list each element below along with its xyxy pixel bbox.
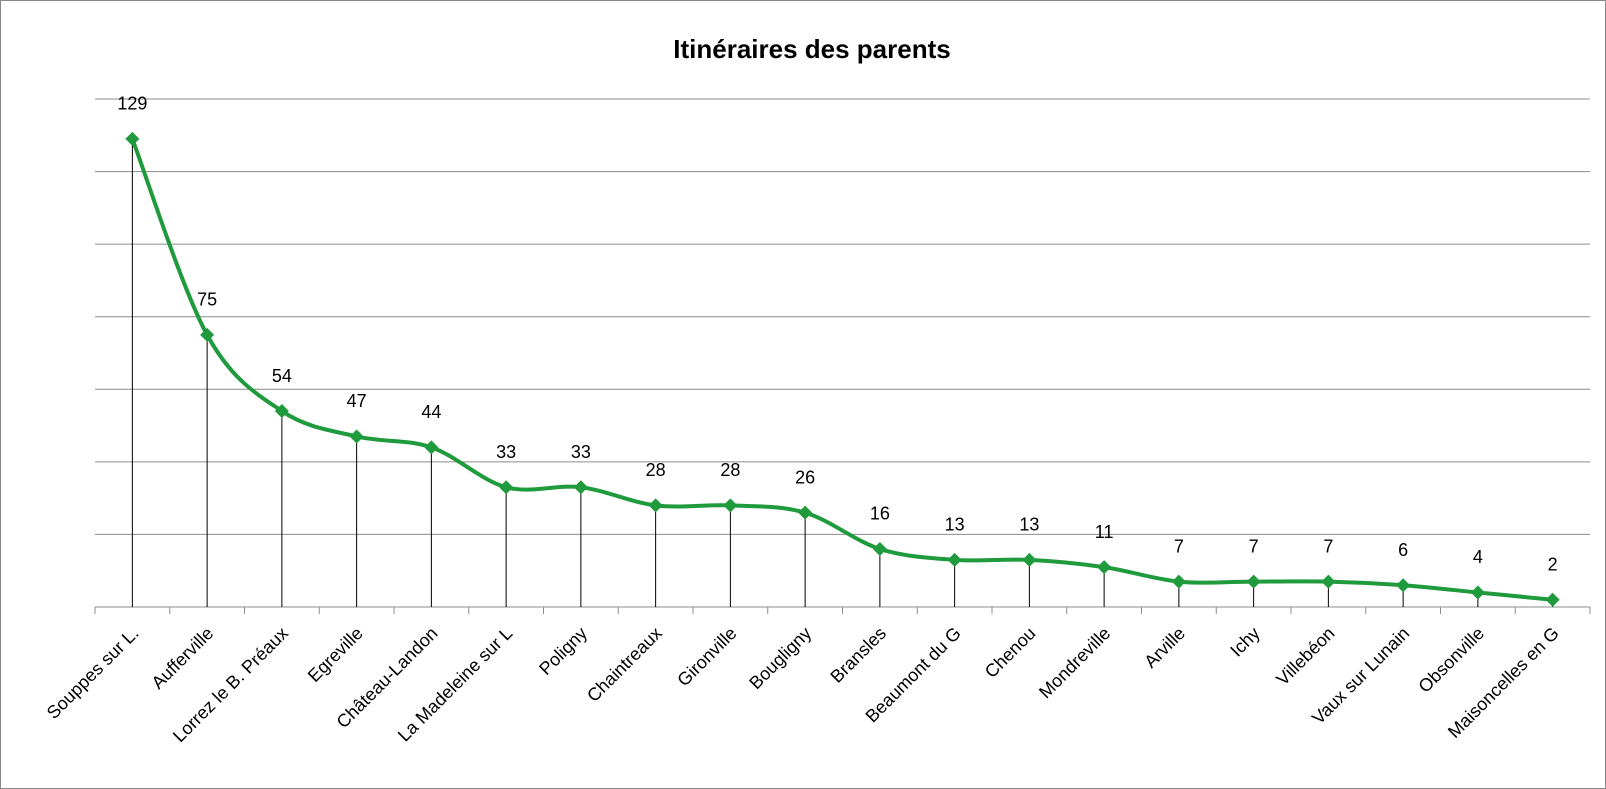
data-label: 28 <box>720 460 740 480</box>
data-label: 16 <box>870 504 890 524</box>
marker <box>798 505 813 520</box>
chart-title: Itinéraires des parents <box>673 34 950 64</box>
data-label: 26 <box>795 467 815 487</box>
marker <box>1097 560 1112 575</box>
marker <box>723 498 738 513</box>
data-label: 44 <box>421 402 441 422</box>
marker <box>274 404 289 419</box>
marker <box>1545 592 1560 607</box>
marker <box>200 327 215 342</box>
marker <box>1171 574 1186 589</box>
data-label: 28 <box>646 460 666 480</box>
marker <box>573 480 588 495</box>
data-label: 7 <box>1323 536 1333 556</box>
marker <box>648 498 663 513</box>
marker <box>125 131 140 146</box>
marker <box>872 541 887 556</box>
marker <box>349 429 364 444</box>
data-label: 6 <box>1398 540 1408 560</box>
data-label: 7 <box>1174 536 1184 556</box>
data-label: 75 <box>197 290 217 310</box>
data-label: 13 <box>945 515 965 535</box>
marker <box>1321 574 1336 589</box>
marker <box>1246 574 1261 589</box>
data-label: 7 <box>1249 536 1259 556</box>
marker <box>424 440 439 455</box>
marker <box>1022 552 1037 567</box>
data-label: 33 <box>496 442 516 462</box>
data-label: 13 <box>1019 515 1039 535</box>
data-label: 33 <box>571 442 591 462</box>
marker <box>1470 585 1485 600</box>
data-label: 2 <box>1548 554 1558 574</box>
data-label: 4 <box>1473 547 1483 567</box>
data-label: 54 <box>272 366 292 386</box>
data-label: 129 <box>117 94 147 114</box>
data-label: 11 <box>1095 522 1114 542</box>
marker <box>947 552 962 567</box>
marker <box>1396 578 1411 593</box>
marker <box>499 480 514 495</box>
data-label: 47 <box>347 391 367 411</box>
